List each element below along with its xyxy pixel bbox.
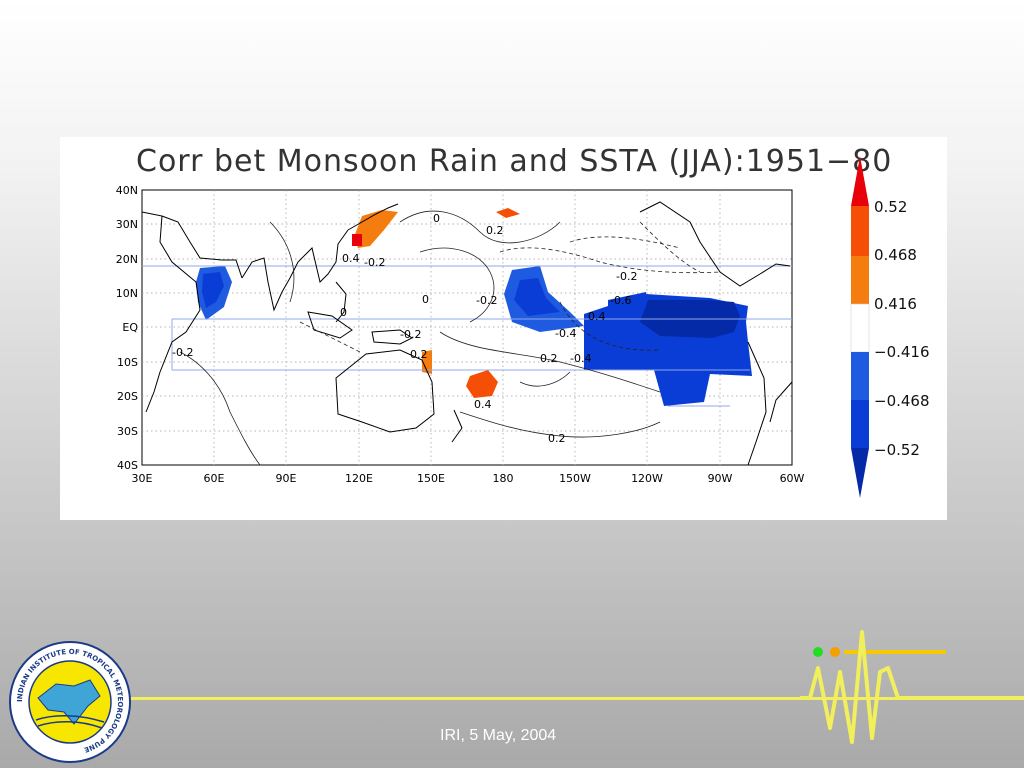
coastlines — [141, 201, 793, 466]
orange-dot-icon — [830, 647, 840, 657]
green-dot-icon — [813, 647, 823, 657]
lat-label: 10S — [117, 356, 138, 369]
colorbar-bottom-arrow — [851, 448, 869, 498]
contour-label: -0.2 — [172, 346, 193, 359]
contour-label: -0.2 — [476, 294, 497, 307]
contour-label: 0.4 — [342, 252, 360, 265]
contour-label: 0 — [433, 212, 440, 225]
correlation-map: 0 0.2 0.4 -0.2 -0.4 -0.6 0.4 -0.2 0 -0.2… — [116, 184, 805, 485]
decorative-signal — [800, 630, 1024, 744]
contour-label: 0 — [422, 293, 429, 306]
lat-label: 30S — [117, 425, 138, 438]
colorbar-label: 0.416 — [874, 295, 917, 313]
colorbar-label: −0.416 — [874, 343, 930, 361]
lat-label: 40N — [116, 184, 138, 197]
colorbar-top-arrow — [851, 156, 869, 206]
iitm-logo: INDIAN INSTITUTE OF TROPICAL METEOROLOGY… — [9, 641, 131, 763]
lat-label: 10N — [116, 287, 138, 300]
lon-label: 120W — [631, 472, 663, 485]
colorbar-band — [851, 256, 869, 304]
positive-corr-japan — [354, 210, 398, 248]
contour-label: -0.4 — [555, 327, 576, 340]
contour-label: 0.4 — [588, 310, 606, 323]
contour-label: -0.2 — [364, 256, 385, 269]
contour-label: -0.4 — [570, 352, 591, 365]
lat-label: 40S — [117, 459, 138, 472]
contour-label: 0.4 — [474, 398, 492, 411]
contour-label: 0 — [340, 306, 347, 319]
map-title: Corr bet Monsoon Rain and SSTA (JJA):195… — [136, 144, 893, 179]
lon-label: 90E — [276, 472, 297, 485]
colorbar-band — [851, 352, 869, 400]
negative-corr-central-pacific-core — [514, 278, 560, 316]
lon-label: 150W — [559, 472, 591, 485]
lon-label: 60E — [204, 472, 225, 485]
contour-label: 0.2 — [548, 432, 566, 445]
contour-label: -0.2 — [400, 328, 421, 341]
contour-label: 0.2 — [540, 352, 558, 365]
colorbar-label: 0.52 — [874, 198, 908, 216]
colorbar-band — [851, 206, 869, 256]
negative-contour-lines — [299, 221, 721, 353]
footer-line — [120, 697, 1024, 700]
lon-label: 120E — [345, 472, 373, 485]
lon-label: 150E — [417, 472, 445, 485]
colorbar — [850, 156, 870, 498]
contour-lines — [179, 210, 661, 466]
lon-label: 180 — [493, 472, 514, 485]
positive-corr-coral-sea — [422, 350, 432, 374]
contour-label: 0.2 — [410, 348, 428, 361]
negative-corr-arabian-sea-core — [202, 272, 224, 308]
lat-label: 20S — [117, 390, 138, 403]
lon-label: 60W — [780, 472, 805, 485]
colorbar-label: −0.468 — [874, 392, 930, 410]
contour-label: -0.6 — [610, 294, 631, 307]
lon-label: 90W — [708, 472, 733, 485]
colorbar-label: −0.52 — [874, 441, 920, 459]
positive-corr-south-pacific — [466, 370, 498, 398]
colorbar-label: 0.468 — [874, 246, 917, 264]
positive-corr-north-pacific — [496, 208, 520, 218]
footer-text: IRI, 5 May, 2004 — [440, 727, 557, 744]
lon-label: 30E — [132, 472, 153, 485]
lat-label: 20N — [116, 253, 138, 266]
colorbar-band — [851, 400, 869, 448]
contour-label: -0.2 — [616, 270, 637, 283]
lat-label: 30N — [116, 218, 138, 231]
colorbar-band — [850, 303, 870, 353]
positive-corr-japan-max — [352, 234, 362, 246]
contour-label: 0.2 — [486, 224, 504, 237]
box-outlines — [142, 265, 792, 407]
lat-label: EQ — [122, 321, 138, 334]
